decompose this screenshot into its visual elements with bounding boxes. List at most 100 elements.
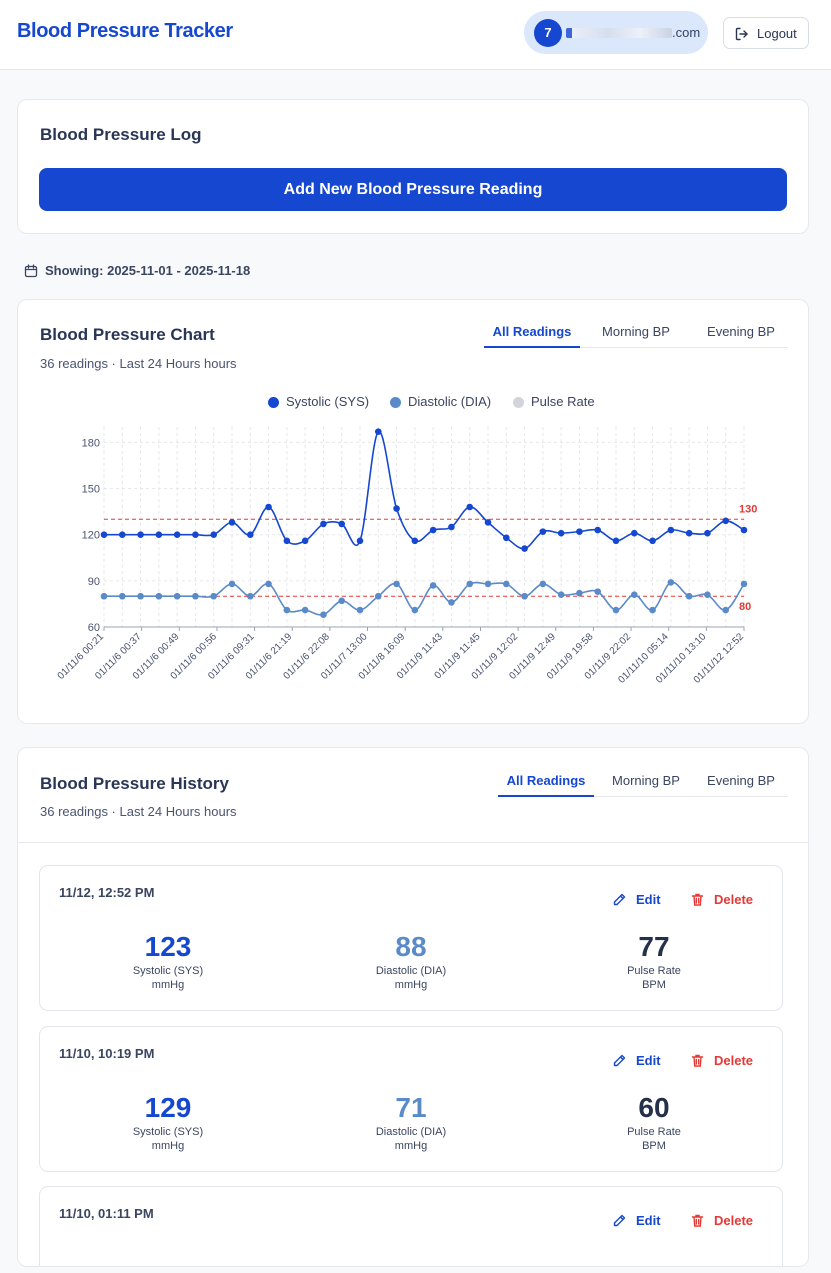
diastolic-point bbox=[173, 592, 181, 600]
pulse-metric: 60 Pulse Rate BPM bbox=[554, 1091, 754, 1153]
y-tick-label: 90 bbox=[88, 576, 100, 588]
diastolic-point bbox=[667, 579, 675, 586]
systolic-point bbox=[466, 503, 474, 511]
history-divider bbox=[18, 842, 808, 843]
legend-pulse-swatch bbox=[513, 397, 524, 408]
diastolic-point bbox=[704, 591, 711, 598]
redacted-email bbox=[566, 28, 672, 38]
logout-label: Logout bbox=[757, 26, 797, 41]
systolic-point bbox=[374, 428, 382, 435]
tab-morning-bp[interactable]: Morning BP bbox=[602, 324, 670, 339]
pencil-icon bbox=[613, 1054, 626, 1067]
log-card: Blood Pressure Log Add New Blood Pressur… bbox=[17, 99, 809, 234]
diastolic-point bbox=[594, 588, 602, 595]
systolic-point bbox=[612, 537, 620, 545]
entry-time: 11/10, 10:19 PM bbox=[59, 1046, 155, 1061]
history-title: Blood Pressure History bbox=[40, 774, 229, 793]
diastolic-line bbox=[103, 581, 745, 616]
systolic-point bbox=[448, 523, 455, 531]
systolic-point bbox=[301, 537, 309, 545]
history-entry: 11/10, 10:19 PM Edit Delete 129 Systolic… bbox=[39, 1026, 783, 1172]
diastolic-point bbox=[649, 606, 656, 614]
systolic-point bbox=[155, 531, 163, 538]
systolic-point bbox=[173, 531, 181, 538]
history-entry: 11/12, 12:52 PM Edit Delete 123 Systolic… bbox=[39, 865, 783, 1011]
systolic-point bbox=[210, 531, 218, 538]
diastolic-point bbox=[539, 580, 547, 588]
tab-all-readings[interactable]: All Readings bbox=[484, 320, 580, 348]
chart-card: Blood Pressure Chart 36 readings · Last … bbox=[17, 299, 809, 724]
diastolic-point bbox=[265, 580, 272, 588]
systolic-point bbox=[539, 528, 547, 535]
systolic-point bbox=[338, 520, 346, 528]
diastolic-point bbox=[393, 580, 400, 588]
add-reading-button[interactable]: Add New Blood Pressure Reading bbox=[39, 168, 787, 211]
diastolic-point bbox=[246, 592, 254, 600]
logout-icon bbox=[735, 27, 748, 41]
systolic-point bbox=[685, 529, 693, 537]
y-tick-label: 60 bbox=[88, 622, 100, 634]
systolic-line bbox=[103, 430, 745, 550]
logout-button[interactable]: Logout bbox=[723, 17, 809, 49]
threshold-label: 130 bbox=[739, 503, 757, 515]
diastolic-point bbox=[630, 591, 638, 598]
calendar-icon bbox=[24, 264, 38, 278]
top-bar: Blood Pressure Tracker 7 .com Logout bbox=[0, 0, 831, 70]
systolic-point bbox=[137, 531, 144, 538]
systolic-point bbox=[704, 529, 711, 537]
systolic-point bbox=[283, 537, 291, 545]
diastolic-point bbox=[484, 580, 492, 588]
systolic-point bbox=[649, 537, 656, 545]
systolic-point bbox=[630, 529, 638, 537]
diastolic-point bbox=[228, 580, 236, 588]
diastolic-point bbox=[155, 592, 163, 600]
history-tabs: All Readings Morning BP Evening BP bbox=[498, 769, 788, 797]
diastolic-point bbox=[612, 606, 620, 614]
history-tab-morning-bp[interactable]: Morning BP bbox=[612, 773, 680, 788]
diastolic-point bbox=[301, 606, 309, 614]
diastolic-metric: 71 Diastolic (DIA) mmHg bbox=[311, 1091, 511, 1153]
systolic-point bbox=[411, 537, 419, 545]
systolic-point bbox=[521, 545, 528, 552]
systolic-metric: 123 Systolic (SYS) mmHg bbox=[68, 930, 268, 992]
diastolic-point bbox=[521, 592, 528, 600]
threshold-label: 80 bbox=[739, 601, 751, 613]
pulse-value: 77 bbox=[638, 931, 670, 962]
history-card: Blood Pressure History 36 readings · Las… bbox=[17, 747, 809, 1267]
systolic-point bbox=[356, 537, 364, 545]
diastolic-point bbox=[576, 589, 583, 597]
pulse-value: 60 bbox=[638, 1092, 670, 1123]
email-suffix: .com bbox=[672, 25, 701, 40]
trash-icon bbox=[691, 1054, 704, 1067]
diastolic-point bbox=[740, 580, 748, 588]
systolic-point bbox=[576, 528, 583, 535]
systolic-value: 123 bbox=[144, 931, 192, 962]
systolic-point bbox=[484, 519, 492, 526]
trash-icon bbox=[691, 1214, 704, 1227]
diastolic-point bbox=[557, 591, 565, 598]
log-title: Blood Pressure Log bbox=[40, 125, 202, 144]
diastolic-point bbox=[118, 592, 126, 600]
diastolic-point bbox=[356, 606, 364, 614]
pencil-icon bbox=[613, 893, 626, 906]
diastolic-point bbox=[448, 599, 455, 606]
tab-evening-bp[interactable]: Evening BP bbox=[707, 324, 775, 339]
date-range-text: Showing: 2025-11-01 - 2025-11-18 bbox=[45, 263, 251, 278]
diastolic-point bbox=[429, 582, 437, 589]
systolic-point bbox=[594, 526, 602, 534]
systolic-point bbox=[740, 526, 748, 534]
history-entry: 11/10, 01:11 PM Edit Delete bbox=[39, 1186, 783, 1266]
systolic-point bbox=[265, 503, 272, 511]
diastolic-point bbox=[411, 606, 419, 614]
history-tab-evening-bp[interactable]: Evening BP bbox=[707, 773, 775, 788]
user-menu[interactable]: 7 .com bbox=[524, 11, 708, 54]
entry-time: 11/10, 01:11 PM bbox=[59, 1206, 154, 1221]
systolic-point bbox=[118, 531, 126, 538]
history-tab-all-readings[interactable]: All Readings bbox=[498, 769, 594, 797]
diastolic-point bbox=[192, 592, 199, 600]
systolic-point bbox=[722, 517, 730, 525]
chart-title: Blood Pressure Chart bbox=[40, 325, 215, 344]
diastolic-point bbox=[722, 606, 730, 614]
systolic-point bbox=[228, 519, 236, 526]
systolic-point bbox=[557, 529, 565, 537]
